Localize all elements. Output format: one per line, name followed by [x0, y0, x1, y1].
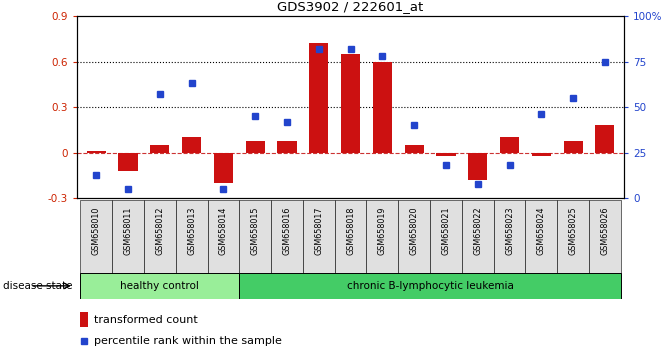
- Text: percentile rank within the sample: percentile rank within the sample: [93, 336, 281, 346]
- Bar: [81, 273, 240, 299]
- Text: GSM658026: GSM658026: [601, 206, 609, 255]
- Bar: [309, 43, 328, 153]
- Bar: [405, 145, 423, 153]
- Text: GSM658025: GSM658025: [568, 206, 578, 255]
- Bar: [214, 153, 233, 183]
- Text: GSM658023: GSM658023: [505, 206, 514, 255]
- Bar: [207, 200, 240, 278]
- Text: GSM658013: GSM658013: [187, 206, 196, 255]
- Text: GSM658015: GSM658015: [251, 206, 260, 255]
- Bar: [462, 200, 494, 278]
- Text: GSM658012: GSM658012: [155, 206, 164, 255]
- Bar: [240, 273, 621, 299]
- Bar: [176, 200, 207, 278]
- Bar: [399, 200, 430, 278]
- Text: GSM658018: GSM658018: [346, 206, 355, 255]
- Text: disease state: disease state: [3, 281, 73, 291]
- Bar: [240, 200, 271, 278]
- Text: GSM658020: GSM658020: [410, 206, 419, 255]
- Text: chronic B-lymphocytic leukemia: chronic B-lymphocytic leukemia: [347, 281, 513, 291]
- Bar: [436, 153, 456, 156]
- Text: GSM658019: GSM658019: [378, 206, 387, 255]
- Text: GSM658010: GSM658010: [92, 206, 101, 255]
- Title: GDS3902 / 222601_at: GDS3902 / 222601_at: [278, 0, 423, 13]
- Bar: [335, 200, 366, 278]
- Text: GSM658017: GSM658017: [314, 206, 323, 255]
- Bar: [144, 200, 176, 278]
- Bar: [595, 125, 615, 153]
- Text: GSM658021: GSM658021: [442, 206, 450, 255]
- Bar: [557, 200, 589, 278]
- Bar: [468, 153, 487, 180]
- Bar: [246, 141, 265, 153]
- Bar: [532, 153, 551, 156]
- Text: healthy control: healthy control: [120, 281, 199, 291]
- Bar: [366, 200, 399, 278]
- Bar: [278, 141, 297, 153]
- Text: GSM658024: GSM658024: [537, 206, 546, 255]
- Bar: [119, 153, 138, 171]
- Bar: [87, 151, 106, 153]
- Bar: [150, 145, 169, 153]
- Bar: [373, 62, 392, 153]
- Bar: [589, 200, 621, 278]
- Bar: [430, 200, 462, 278]
- Text: GSM658022: GSM658022: [473, 206, 482, 255]
- Bar: [494, 200, 525, 278]
- Text: GSM658014: GSM658014: [219, 206, 228, 255]
- Bar: [564, 141, 582, 153]
- Text: GSM658016: GSM658016: [282, 206, 291, 255]
- Bar: [500, 137, 519, 153]
- Text: GSM658011: GSM658011: [123, 206, 133, 255]
- Bar: [271, 200, 303, 278]
- Bar: [182, 137, 201, 153]
- Text: transformed count: transformed count: [93, 315, 197, 325]
- Bar: [525, 200, 557, 278]
- Bar: [303, 200, 335, 278]
- Bar: [80, 312, 88, 327]
- Bar: [112, 200, 144, 278]
- Bar: [341, 54, 360, 153]
- Bar: [81, 200, 112, 278]
